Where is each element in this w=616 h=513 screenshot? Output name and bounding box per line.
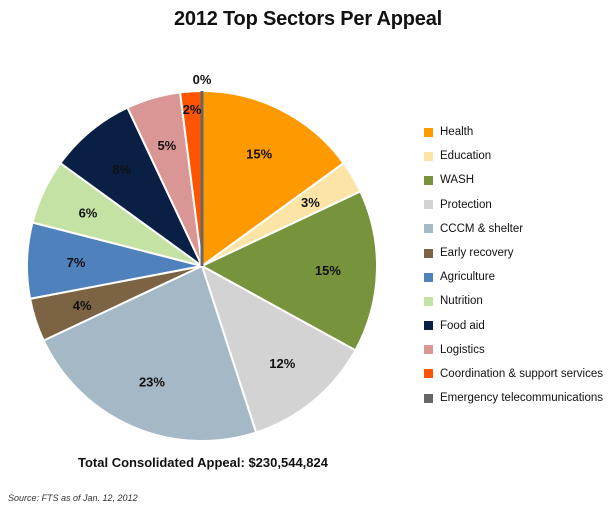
legend-label: WASH: [440, 174, 475, 187]
pie-slice-health: [201, 89, 345, 268]
legend-swatch: [424, 272, 433, 282]
pie-slice-wash: [199, 190, 378, 352]
legend-label: CCCM & shelter: [440, 222, 524, 235]
total-appeal: Total Consolidated Appeal: $230,544,824: [78, 455, 328, 470]
slice-label: 12%: [269, 356, 295, 371]
slice-label: 15%: [315, 263, 341, 278]
pie-slice-protection: [200, 263, 357, 434]
legend-item: Coordination & support services: [424, 362, 603, 386]
legend-item: Early recovery: [424, 241, 603, 265]
legend-item: Nutrition: [424, 289, 603, 313]
legend-item: CCCM & shelter: [424, 217, 603, 241]
slice-label: 3%: [301, 195, 320, 210]
slice-label: 6%: [79, 205, 98, 220]
legend: Health Education WASH Protection CCCM & shel…: [424, 120, 603, 410]
legend-swatch: [424, 175, 433, 185]
legend-item: Emergency telecommunications: [424, 386, 603, 410]
pie-slice-cccm-shelter: [42, 264, 258, 442]
legend-label: Agriculture: [440, 271, 495, 284]
legend-swatch: [424, 296, 433, 306]
slice-label: 8%: [112, 162, 131, 177]
legend-swatch: [424, 200, 433, 210]
legend-label: Protection: [440, 198, 492, 211]
slice-label: 2%: [183, 102, 202, 117]
legend-swatch: [424, 127, 433, 137]
legend-item: Health: [424, 120, 603, 144]
legend-swatch: [424, 224, 433, 234]
legend-item: Agriculture: [424, 265, 603, 289]
slice-label: 23%: [139, 375, 165, 390]
legend-label: Health: [440, 126, 474, 139]
chart-title: 2012 Top Sectors Per Appeal: [173, 8, 443, 30]
slice-label: 0%: [193, 72, 212, 87]
slice-label: 7%: [67, 255, 86, 270]
slice-label: 15%: [246, 147, 272, 162]
legend-label: Coordination & support services: [440, 367, 603, 380]
legend-swatch: [424, 151, 433, 161]
source-note: Source: FTS as of Jan. 12, 2012: [8, 493, 138, 503]
legend-item: WASH: [424, 168, 603, 192]
legend-label: Education: [440, 150, 492, 163]
legend-swatch: [424, 345, 433, 355]
legend-swatch: [424, 248, 433, 258]
slice-label: 4%: [73, 298, 92, 313]
legend-swatch: [424, 321, 433, 331]
legend-item: Logistics: [424, 338, 603, 362]
legend-swatch: [424, 393, 433, 403]
legend-label: Food aid: [440, 319, 485, 332]
legend-label: Emergency telecommunications: [440, 392, 603, 405]
slice-label: 5%: [157, 138, 176, 153]
legend-swatch: [424, 369, 433, 379]
legend-item: Education: [424, 144, 603, 168]
legend-label: Early recovery: [440, 247, 514, 260]
legend-item: Protection: [424, 193, 603, 217]
legend-label: Logistics: [440, 343, 485, 356]
legend-label: Nutrition: [440, 295, 483, 308]
legend-item: Food aid: [424, 314, 603, 338]
